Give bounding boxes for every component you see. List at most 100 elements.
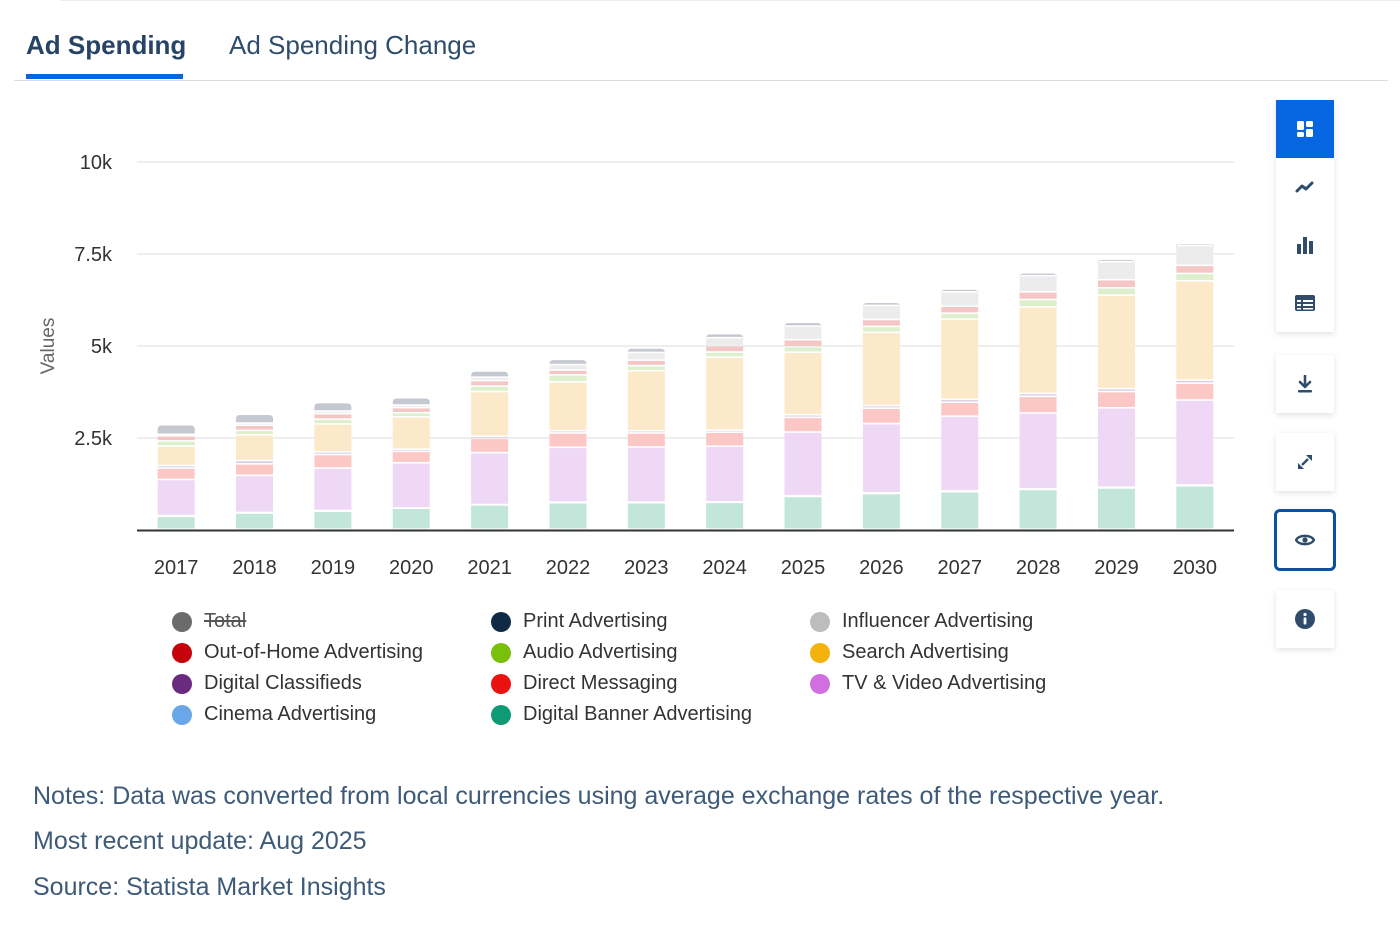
bar-segment [1019,300,1057,307]
fullscreen-button[interactable] [1276,433,1334,491]
bar-segment [706,346,744,352]
legend-item-cinema[interactable]: Cinema Advertising [172,703,376,726]
bar-segment [627,431,665,433]
eye-icon [1295,534,1315,546]
y-tick-label: 2.5k [74,428,113,450]
legend-item-influencer[interactable]: Influencer Advertising [810,610,1033,633]
tab-ad-spending[interactable]: Ad Spending [26,30,187,60]
bar-segment [549,448,587,502]
legend-item-print[interactable]: Print Advertising [491,610,668,633]
bar-segment [314,511,352,529]
x-tick-label: 2028 [1016,557,1061,579]
legend-dot [810,642,830,663]
bar-segment [392,413,430,416]
bar-segment [862,327,900,332]
y-tick-label: 10k [80,152,113,174]
legend-item-tv-video[interactable]: TV & Video Advertising [810,672,1046,695]
bar-segment [1176,400,1214,485]
download-button[interactable] [1276,355,1334,413]
chart-notes: Notes: Data was converted from local cur… [33,782,1165,810]
bar-segment [941,306,979,313]
bar-segment [1176,274,1214,280]
bar-segment [1176,486,1214,529]
bar-segment [1097,408,1135,487]
bar-segment [549,431,587,433]
legend-item-digital-banner[interactable]: Digital Banner Advertising [491,703,752,726]
bar-segment [314,419,352,424]
bar-segment [941,400,979,402]
legend-dot [491,704,511,725]
bar-segment [784,415,822,417]
tab-bar: Ad Spending Ad Spending Change [14,0,1388,81]
bar-segment [314,424,352,452]
bar-segment [1097,488,1135,529]
bar-segment [1176,266,1214,273]
visibility-button[interactable] [1274,509,1336,571]
bar-segment [1019,397,1057,413]
bar-segment [549,370,587,375]
active-tab-indicator [26,74,183,79]
bar-segment [784,347,822,352]
x-tick-label: 2029 [1094,557,1139,579]
x-tick-label: 2020 [389,557,434,579]
bar-segment [1097,259,1135,264]
legend-item-search[interactable]: Search Advertising [810,641,1009,664]
bar-segment [941,403,979,416]
x-tick-label: 2021 [467,557,512,579]
bar-segment [941,292,979,306]
legend-item-direct-messaging[interactable]: Direct Messaging [491,672,678,695]
table-view-button[interactable] [1276,274,1334,332]
bar-segment [627,353,665,360]
legend-dot [172,704,192,725]
legend-label: Search Advertising [842,641,1009,663]
info-button[interactable] [1276,590,1334,648]
bar-segment [157,466,195,468]
bar-segment [1097,389,1135,391]
x-tick-label: 2026 [859,557,904,579]
bar-segment [706,338,744,345]
bar-segment [471,505,509,529]
bar-segment [706,433,744,446]
bar-segment [1019,292,1057,299]
tab-ad-spending-change[interactable]: Ad Spending Change [229,30,477,60]
legend-item-digital-classifieds[interactable]: Digital Classifieds [172,672,362,695]
bar-segment [392,452,430,462]
bar-segment [784,323,822,328]
bar-segment [862,408,900,423]
bar-segment [471,453,509,504]
chart-type-toolbar [1276,100,1334,332]
bar-segment [392,408,430,412]
bar-segment [784,340,822,346]
bar-segment [157,441,195,446]
bar-segment [862,494,900,529]
bar-segment [471,392,509,436]
legend-item-out-of-home[interactable]: Out-of-Home Advertising [172,641,423,664]
legend-dot [491,611,511,632]
legend-label: Influencer Advertising [842,610,1034,632]
bar-segment [862,424,900,492]
bar-segment [157,468,195,479]
bar-segment [862,320,900,326]
grid-view-button[interactable] [1276,100,1334,158]
legend-label: Digital Banner Advertising [523,703,753,725]
bar-chart-button[interactable] [1276,216,1334,274]
legend-item-total[interactable]: Total [172,610,246,633]
line-chart-button[interactable] [1276,158,1334,216]
x-tick-label: 2024 [702,557,747,579]
x-tick-label: 2019 [311,557,356,579]
table-icon [1295,295,1315,311]
bar-segment [392,417,430,449]
legend-item-audio[interactable]: Audio Advertising [491,641,678,664]
bar-segment [236,461,274,464]
bar-segment [471,371,509,377]
source: Source: Statista Market Insights [33,873,386,901]
bar-segment [236,476,274,512]
legend-dot [810,611,830,632]
last-update: Most recent update: Aug 2025 [33,827,367,855]
bar-segment [862,406,900,408]
bar-segment [706,334,744,339]
bar-segment [627,348,665,353]
bar-segment [1019,394,1057,396]
bar-segment [1019,276,1057,292]
bar-segment [1176,380,1214,383]
